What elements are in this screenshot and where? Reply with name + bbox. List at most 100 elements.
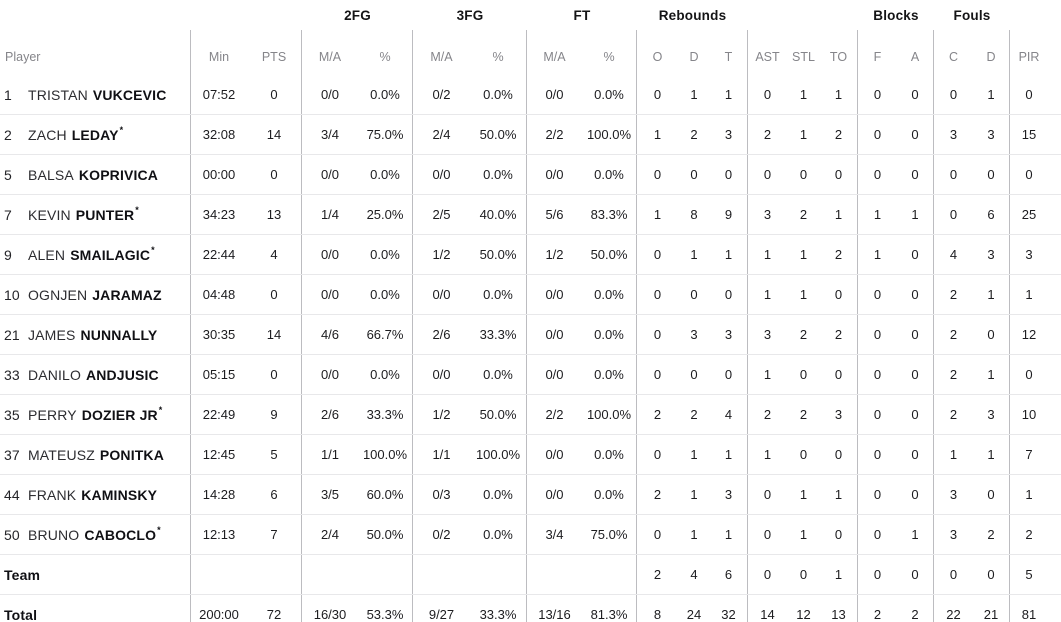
stat-cell: 0: [653, 367, 662, 382]
stat-cell: 0: [710, 275, 748, 314]
stat-cell: 3: [973, 235, 1010, 274]
stat-cell: 0: [653, 247, 662, 262]
player-last-name: JARAMAZ: [92, 286, 162, 303]
stat-cell: 0/0: [545, 487, 564, 502]
stat-cell: 0: [897, 235, 934, 274]
stat-cell: 3/4: [545, 527, 564, 542]
stat-cell: 04:48: [202, 287, 236, 302]
stat-cell: 1: [973, 75, 1010, 114]
stat-cell: 2: [799, 327, 808, 342]
stat-cell: 0: [653, 287, 662, 302]
player-last-name: VUKCEVIC: [92, 86, 167, 103]
stat-cell: 0: [897, 75, 934, 114]
player-name-cell[interactable]: 37 MATEUSZ PONITKA: [0, 435, 191, 474]
stat-group-header: [1010, 0, 1061, 30]
stat-cell: 1: [873, 207, 882, 222]
stat-cell: 0: [1025, 87, 1033, 102]
stat-cell: 0: [897, 115, 934, 154]
player-name-cell[interactable]: 35 PERRY DOZIER JR *: [0, 395, 191, 434]
stat-cell: 7: [247, 515, 302, 554]
stat-cell: [470, 555, 527, 594]
stat-cell: 0: [973, 475, 1010, 514]
stat-cell: 4: [247, 235, 302, 274]
player-first-name: FRANK: [28, 486, 77, 503]
stat-cell: 0.0%: [358, 275, 413, 314]
stat-cell: 1: [690, 487, 698, 502]
stat-cell: [413, 555, 470, 594]
player-name-cell[interactable]: 7 KEVIN PUNTER *: [0, 195, 191, 234]
player-name-cell[interactable]: 5 BALSA KOPRIVICA: [0, 155, 191, 194]
stat-cell: 0: [873, 407, 882, 422]
stat-cell: 15: [1021, 127, 1037, 142]
stat-cell: 0: [247, 75, 302, 114]
stat-cell: 2: [763, 407, 772, 422]
stat-cell: 0: [1025, 167, 1033, 182]
player-name-cell[interactable]: 9 ALEN SMAILAGIC *: [0, 235, 191, 274]
player-name-cell[interactable]: 2 ZACH LEDAY *: [0, 115, 191, 154]
column-header-t: T: [710, 30, 748, 75]
stat-cell: 40.0%: [470, 195, 527, 234]
stat-cell: 0/3: [432, 487, 451, 502]
stat-cell: 6: [710, 555, 748, 594]
stat-cell: 0: [973, 555, 1010, 594]
player-name-cell[interactable]: 50 BRUNO CABOCLO *: [0, 515, 191, 554]
stat-cell: 1: [799, 87, 808, 102]
stat-cell: 0: [653, 327, 662, 342]
stat-cell-plus-minus-clipped: [1048, 555, 1061, 594]
stat-cell: 1: [799, 247, 808, 262]
stat-cell: 1: [820, 555, 858, 594]
stat-group-header: FT: [573, 7, 591, 23]
stat-cell: 1: [1025, 487, 1033, 502]
stat-cell: 1: [653, 207, 662, 222]
stat-cell: 12: [796, 607, 811, 622]
stat-cell: 0: [763, 167, 772, 182]
table-row: 1 TRISTAN VUKCEVIC 07:52 0 0/0 0.0% 0/2 0.0% 0/0 0…: [0, 75, 1061, 115]
player-last-name: PUNTER: [75, 206, 135, 223]
stat-group-header: 2FG: [344, 7, 371, 23]
stat-cell: [582, 555, 637, 594]
player-last-name: ANDJUSIC: [86, 366, 159, 383]
stat-cell: 1/2: [432, 247, 451, 262]
row-label: Total: [0, 595, 191, 622]
stat-cell: 100.0%: [582, 395, 637, 434]
stat-cell: 0.0%: [470, 275, 527, 314]
stat-cell: 14: [247, 115, 302, 154]
stat-cell: 1: [710, 435, 748, 474]
stat-cell: 0: [973, 155, 1010, 194]
column-header-to: TO: [820, 30, 858, 75]
stat-cell: 1: [710, 235, 748, 274]
starter-asterisk: *: [135, 204, 139, 215]
stat-cell-plus-minus-clipped: [1048, 515, 1061, 554]
stat-cell: 0: [247, 355, 302, 394]
player-name-cell[interactable]: 1 TRISTAN VUKCEVIC: [0, 75, 191, 114]
stat-cell: 0: [763, 527, 772, 542]
column-header-o: O: [652, 49, 663, 64]
player-last-name: KOPRIVICA: [78, 166, 159, 183]
stat-cell: 1: [820, 75, 858, 114]
stat-cell: 0/0: [545, 287, 564, 302]
stat-cell: 1: [799, 127, 808, 142]
stat-cell: 0: [949, 567, 958, 582]
stat-cell: 0/0: [320, 367, 340, 382]
stat-cell: 66.7%: [358, 315, 413, 354]
player-number: 50: [4, 526, 20, 543]
stat-cell: 0.0%: [582, 475, 637, 514]
player-first-name: ZACH: [28, 126, 67, 143]
stat-cell: 1: [763, 287, 772, 302]
table-row: 9 ALEN SMAILAGIC * 22:44 4 0/0 0.0% 1/2 50.0% 1/2 5…: [0, 235, 1061, 275]
stat-cell: 0.0%: [582, 435, 637, 474]
stat-cell: 0: [873, 167, 882, 182]
stat-cell: 4: [690, 567, 698, 582]
player-number: 21: [4, 326, 20, 343]
stat-cell: 0: [653, 527, 662, 542]
stat-cell: 33.3%: [470, 315, 527, 354]
stat-cell: 13: [820, 595, 858, 622]
player-name-cell[interactable]: 10 OGNJEN JARAMAZ: [0, 275, 191, 314]
player-last-name: SMAILAGIC: [70, 246, 151, 263]
player-name-cell[interactable]: 21 JAMES NUNNALLY: [0, 315, 191, 354]
player-name-cell[interactable]: 44 FRANK KAMINSKY: [0, 475, 191, 514]
column-header-pts: PTS: [247, 30, 302, 75]
player-name-cell[interactable]: 33 DANILO ANDJUSIC: [0, 355, 191, 394]
stat-cell: 2: [690, 407, 698, 422]
stat-cell: 0.0%: [582, 75, 637, 114]
